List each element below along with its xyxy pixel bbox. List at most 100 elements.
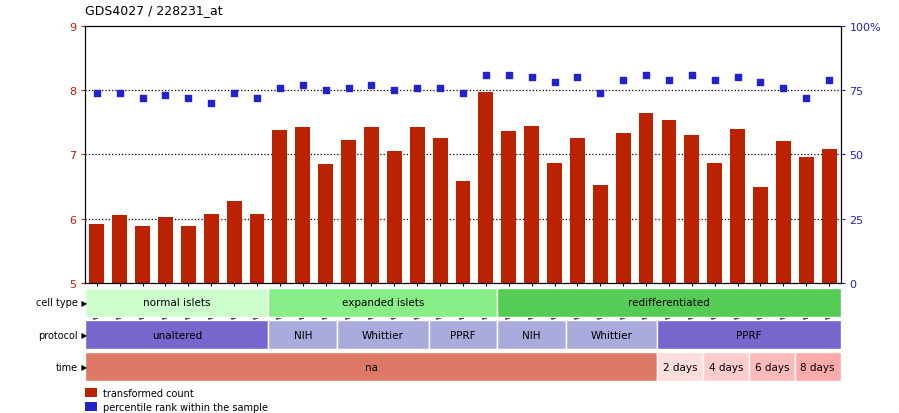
Text: Whittier: Whittier (591, 330, 633, 340)
Point (272, 85, 287, 92)
Point (250, 95, 264, 102)
Point (112, 90, 127, 97)
Point (387, 88, 402, 94)
Bar (799, 158, 814, 283)
Text: na: na (365, 362, 378, 372)
Bar (272, 131, 288, 283)
Bar (708, 164, 722, 283)
Bar (250, 214, 264, 283)
Text: GDS4027 / 228231_at: GDS4027 / 228231_at (85, 4, 223, 17)
Bar (456, 182, 470, 283)
Point (639, 72, 654, 79)
Text: cell type: cell type (36, 297, 78, 308)
Point (662, 77, 676, 84)
Text: expanded islets: expanded islets (342, 297, 424, 308)
Text: NIH: NIH (522, 330, 541, 340)
Bar (547, 164, 562, 283)
Bar (566, 320, 657, 349)
Bar (181, 227, 196, 283)
Bar (269, 320, 337, 349)
Bar (638, 114, 654, 283)
Text: unaltered: unaltered (152, 330, 202, 340)
Bar (497, 320, 566, 349)
Bar (657, 320, 841, 349)
Bar (429, 320, 497, 349)
Bar (364, 128, 378, 283)
Text: percentile rank within the sample: percentile rank within the sample (103, 402, 268, 412)
Bar (703, 352, 749, 382)
Bar (822, 150, 837, 283)
Bar (410, 128, 424, 283)
Bar (296, 128, 310, 283)
Bar (749, 352, 795, 382)
Point (158, 93, 173, 100)
Text: 2 days: 2 days (663, 362, 698, 372)
Bar (89, 224, 104, 283)
Point (524, 75, 539, 81)
Point (456, 90, 470, 97)
Point (547, 80, 562, 87)
Point (708, 77, 722, 84)
Point (593, 90, 608, 97)
Text: PPRF: PPRF (736, 330, 761, 340)
Bar (497, 288, 841, 317)
Point (478, 72, 493, 79)
Bar (318, 165, 334, 283)
Bar (730, 130, 745, 283)
Text: PPRF: PPRF (450, 330, 476, 340)
Bar (684, 135, 699, 283)
Bar (524, 126, 539, 283)
Point (342, 85, 356, 92)
Bar (592, 186, 608, 283)
Text: normal islets: normal islets (143, 297, 210, 308)
Point (822, 77, 836, 84)
Text: ▶: ▶ (79, 298, 87, 307)
Bar (204, 214, 218, 283)
Point (730, 75, 744, 81)
Point (182, 95, 196, 102)
Bar (85, 352, 657, 382)
Point (753, 80, 768, 87)
Point (799, 95, 814, 102)
Bar (776, 142, 791, 283)
Point (136, 95, 150, 102)
Point (685, 72, 699, 79)
Text: time: time (56, 362, 78, 372)
Point (227, 90, 241, 97)
Bar (341, 141, 356, 283)
Bar (753, 187, 768, 283)
Bar (158, 218, 173, 283)
Bar (227, 201, 242, 283)
Point (296, 83, 310, 89)
Bar (387, 152, 402, 283)
Point (502, 72, 516, 79)
Point (616, 77, 630, 84)
Text: Whittier: Whittier (362, 330, 404, 340)
Text: 6 days: 6 days (754, 362, 789, 372)
Bar (478, 93, 494, 283)
Bar (662, 121, 676, 283)
Bar (269, 288, 497, 317)
Text: 8 days: 8 days (800, 362, 835, 372)
Bar (570, 138, 585, 283)
Text: protocol: protocol (39, 330, 78, 340)
Point (204, 100, 218, 107)
Point (410, 85, 424, 92)
Bar (795, 352, 841, 382)
Text: redifferentiated: redifferentiated (628, 297, 710, 308)
Bar (85, 288, 269, 317)
Point (364, 83, 378, 89)
Bar (135, 227, 150, 283)
Text: ▶: ▶ (79, 330, 87, 339)
Bar (337, 320, 429, 349)
Text: 4 days: 4 days (709, 362, 743, 372)
Point (90, 90, 104, 97)
Bar (85, 402, 97, 411)
Point (318, 88, 333, 94)
Text: ▶: ▶ (79, 363, 87, 371)
Text: NIH: NIH (294, 330, 312, 340)
Bar (657, 352, 703, 382)
Bar (616, 133, 630, 283)
Text: transformed count: transformed count (103, 388, 194, 398)
Bar (502, 132, 516, 283)
